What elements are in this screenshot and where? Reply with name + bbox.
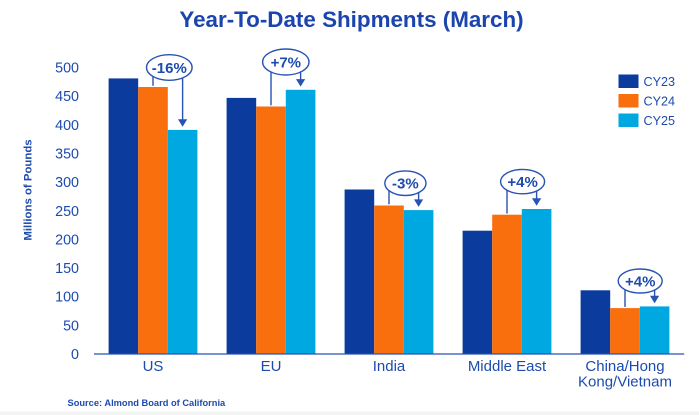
svg-text:-3%: -3%	[392, 176, 419, 193]
svg-text:India: India	[373, 358, 406, 375]
svg-text:US: US	[143, 358, 164, 375]
svg-text:Middle East: Middle East	[468, 358, 547, 375]
svg-text:300: 300	[55, 175, 79, 191]
svg-text:+4%: +4%	[507, 174, 537, 191]
svg-text:Kong/Vietnam: Kong/Vietnam	[578, 374, 672, 391]
svg-text:400: 400	[55, 118, 79, 134]
svg-text:0: 0	[71, 347, 79, 363]
svg-text:Year-To-Date Shipments (March): Year-To-Date Shipments (March)	[179, 7, 523, 32]
svg-text:250: 250	[55, 204, 79, 220]
svg-text:150: 150	[55, 261, 79, 277]
svg-text:350: 350	[55, 147, 79, 163]
svg-text:50: 50	[63, 318, 79, 334]
svg-text:Source: Almond Board of Califo: Source: Almond Board of California	[68, 398, 227, 408]
svg-text:500: 500	[55, 61, 79, 77]
svg-text:+7%: +7%	[271, 54, 301, 71]
svg-text:450: 450	[55, 89, 79, 105]
svg-text:CY23: CY23	[644, 75, 676, 89]
svg-text:-16%: -16%	[152, 60, 187, 77]
svg-text:China/Hong: China/Hong	[585, 358, 664, 375]
svg-text:200: 200	[55, 232, 79, 248]
svg-text:CY24: CY24	[644, 94, 676, 108]
svg-text:100: 100	[55, 290, 79, 306]
svg-text:+4%: +4%	[625, 273, 655, 290]
svg-text:CY25: CY25	[644, 114, 676, 128]
svg-text:Millions of Pounds: Millions of Pounds	[23, 139, 35, 240]
svg-text:EU: EU	[261, 358, 282, 375]
